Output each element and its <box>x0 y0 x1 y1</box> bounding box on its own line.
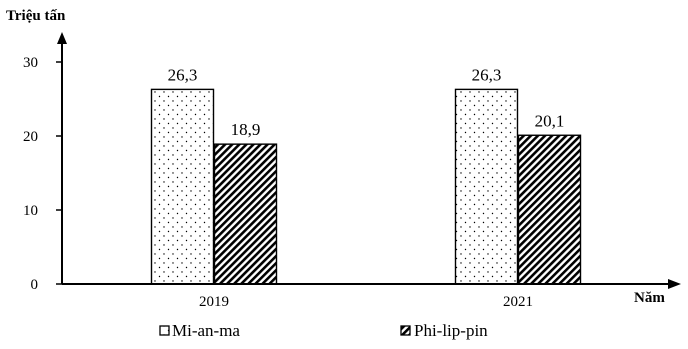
x-axis-title: Năm <box>634 290 665 306</box>
legend-item-mi-an-ma: Mi-an-ma <box>159 321 240 340</box>
data-labels: 26,3 18,9 26,3 20,1 <box>168 65 565 139</box>
legend-label-mi-an-ma: Mi-an-ma <box>172 321 240 340</box>
x-tick-label: 2019 <box>199 294 229 310</box>
y-tick-label: 20 <box>23 129 38 145</box>
bar-mi-an-ma <box>454 88 519 285</box>
legend-item-phi-lip-pin: Phi-lip-pin <box>400 321 488 340</box>
bars <box>150 88 582 285</box>
data-label: 26,3 <box>472 65 502 84</box>
bar-phi-lip-pin <box>213 143 278 285</box>
y-tick-label: 10 <box>23 203 38 219</box>
y-axis-title: Triệu tấn <box>6 8 66 24</box>
legend-swatch-dots-icon <box>159 325 170 336</box>
bar-mi-an-ma <box>150 88 215 285</box>
bar-phi-lip-pin <box>517 134 582 285</box>
data-label: 18,9 <box>231 120 261 139</box>
y-axis-arrow-icon <box>57 32 67 44</box>
y-tick-label: 30 <box>23 55 38 71</box>
x-axis-ticks: 2019 2021 <box>199 294 533 310</box>
x-axis-arrow-icon <box>668 279 681 289</box>
x-tick-label: 2021 <box>503 294 533 310</box>
legend: Mi-an-ma Phi-lip-pin <box>159 321 488 340</box>
legend-label-phi-lip-pin: Phi-lip-pin <box>414 321 488 340</box>
data-label: 26,3 <box>168 65 198 84</box>
data-label: 20,1 <box>535 111 565 130</box>
legend-swatch-hatch-icon <box>400 325 411 336</box>
y-tick-label: 0 <box>31 277 39 293</box>
y-axis-ticks: 0 10 20 30 <box>23 55 62 293</box>
